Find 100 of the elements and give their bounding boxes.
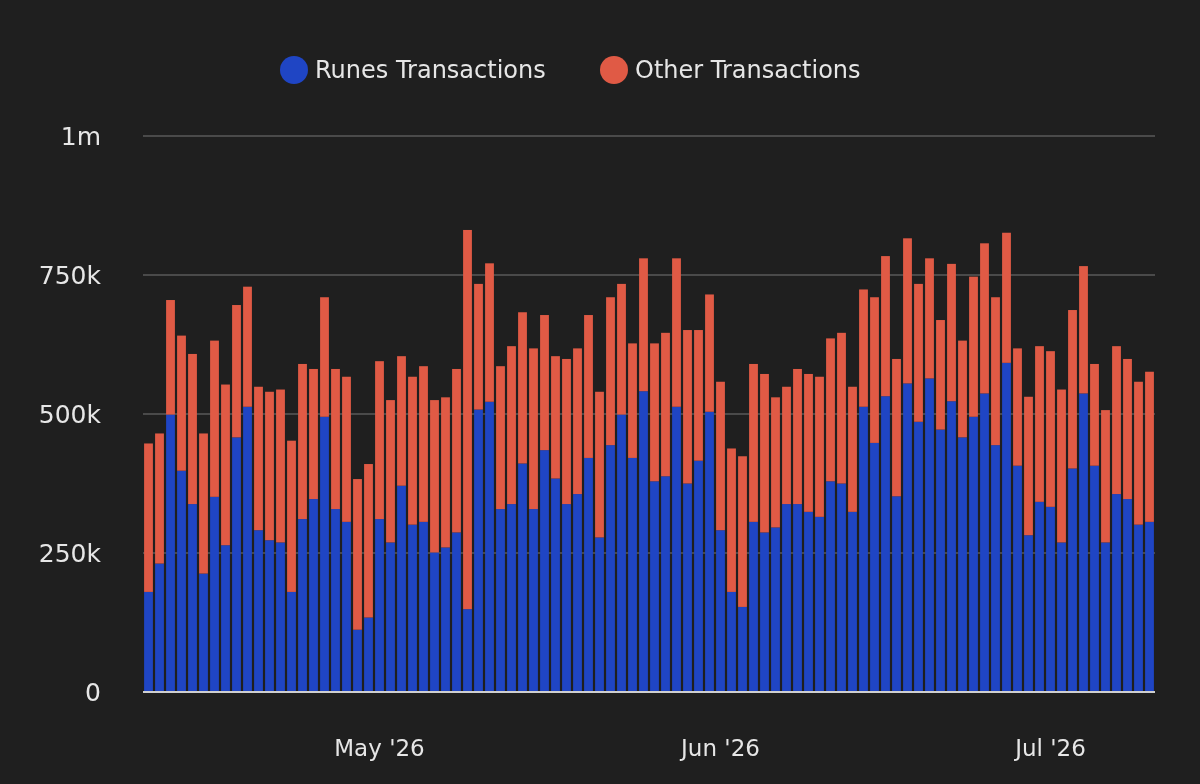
bar xyxy=(826,338,835,482)
bar xyxy=(969,416,978,692)
bar xyxy=(815,516,824,692)
x-tick-label: Jul '26 xyxy=(1013,735,1086,761)
bar xyxy=(287,591,296,692)
bar xyxy=(320,416,329,692)
bar xyxy=(628,343,637,458)
bar xyxy=(1145,521,1154,692)
bar xyxy=(584,315,593,458)
bar xyxy=(474,283,483,410)
bar xyxy=(331,368,340,510)
bar xyxy=(628,457,637,692)
bar xyxy=(364,464,373,618)
bar xyxy=(309,368,318,500)
bar xyxy=(760,532,769,692)
bar xyxy=(188,504,197,692)
bar xyxy=(1134,381,1143,525)
bar xyxy=(936,320,945,430)
bar xyxy=(562,358,571,505)
bar xyxy=(540,450,549,692)
bar xyxy=(782,386,791,505)
bar xyxy=(507,504,516,692)
bar xyxy=(397,356,406,486)
bar xyxy=(848,386,857,512)
bar xyxy=(287,440,296,592)
bar xyxy=(243,286,252,407)
bar xyxy=(232,437,241,692)
bar xyxy=(837,483,846,692)
bar xyxy=(408,524,417,692)
bar xyxy=(1035,346,1044,502)
bar xyxy=(562,504,571,692)
bar xyxy=(364,617,373,692)
bar xyxy=(353,479,362,630)
bar xyxy=(848,511,857,692)
bar xyxy=(804,511,813,692)
bar xyxy=(408,376,417,525)
bar xyxy=(1046,351,1055,507)
y-tick-label: 500k xyxy=(38,399,102,429)
bar xyxy=(958,437,967,692)
bar xyxy=(320,297,329,417)
bar xyxy=(452,532,461,692)
bar xyxy=(1002,362,1011,692)
bar xyxy=(441,397,450,548)
bar xyxy=(430,400,439,553)
bar xyxy=(936,429,945,692)
bar xyxy=(804,373,813,512)
bar xyxy=(650,343,659,482)
bar xyxy=(1035,501,1044,692)
bar xyxy=(331,509,340,692)
bar xyxy=(606,297,615,446)
bar xyxy=(782,504,791,692)
bar xyxy=(793,504,802,692)
bar xyxy=(199,573,208,692)
bar xyxy=(1068,310,1077,469)
bar xyxy=(463,229,472,610)
bar xyxy=(980,243,989,394)
bar xyxy=(573,348,582,495)
bar xyxy=(639,258,648,392)
bar xyxy=(551,478,560,692)
bar xyxy=(177,470,186,692)
bar xyxy=(650,481,659,692)
bar xyxy=(771,527,780,692)
bar xyxy=(1068,468,1077,692)
bar xyxy=(617,283,626,415)
bar xyxy=(760,373,769,533)
bar xyxy=(881,256,890,397)
bar xyxy=(793,368,802,505)
bar xyxy=(474,409,483,692)
bar xyxy=(529,348,538,510)
bar xyxy=(375,361,384,520)
y-tick-label: 750k xyxy=(38,260,102,290)
bar xyxy=(298,519,307,692)
bar xyxy=(144,591,153,692)
bar xyxy=(991,297,1000,446)
bar xyxy=(705,294,714,412)
bar xyxy=(672,258,681,407)
bar xyxy=(199,433,208,574)
x-tick-label: May '26 xyxy=(334,735,425,761)
bar xyxy=(342,521,351,692)
bar xyxy=(1002,232,1011,363)
bar xyxy=(1057,542,1066,692)
bar xyxy=(551,356,560,479)
bar xyxy=(705,411,714,692)
bar xyxy=(617,414,626,692)
bar xyxy=(903,238,912,384)
bar xyxy=(573,494,582,692)
bar xyxy=(254,386,263,531)
bar xyxy=(639,391,648,692)
bar xyxy=(441,547,450,692)
bar xyxy=(419,366,428,522)
bar xyxy=(749,363,758,522)
bar xyxy=(595,537,604,692)
legend-label: Runes Transactions xyxy=(315,56,546,85)
bar xyxy=(342,376,351,522)
bar xyxy=(815,376,824,517)
bar xyxy=(166,414,175,692)
bar xyxy=(749,521,758,692)
bar xyxy=(386,400,395,543)
bar xyxy=(1123,358,1132,500)
bar xyxy=(859,289,868,407)
